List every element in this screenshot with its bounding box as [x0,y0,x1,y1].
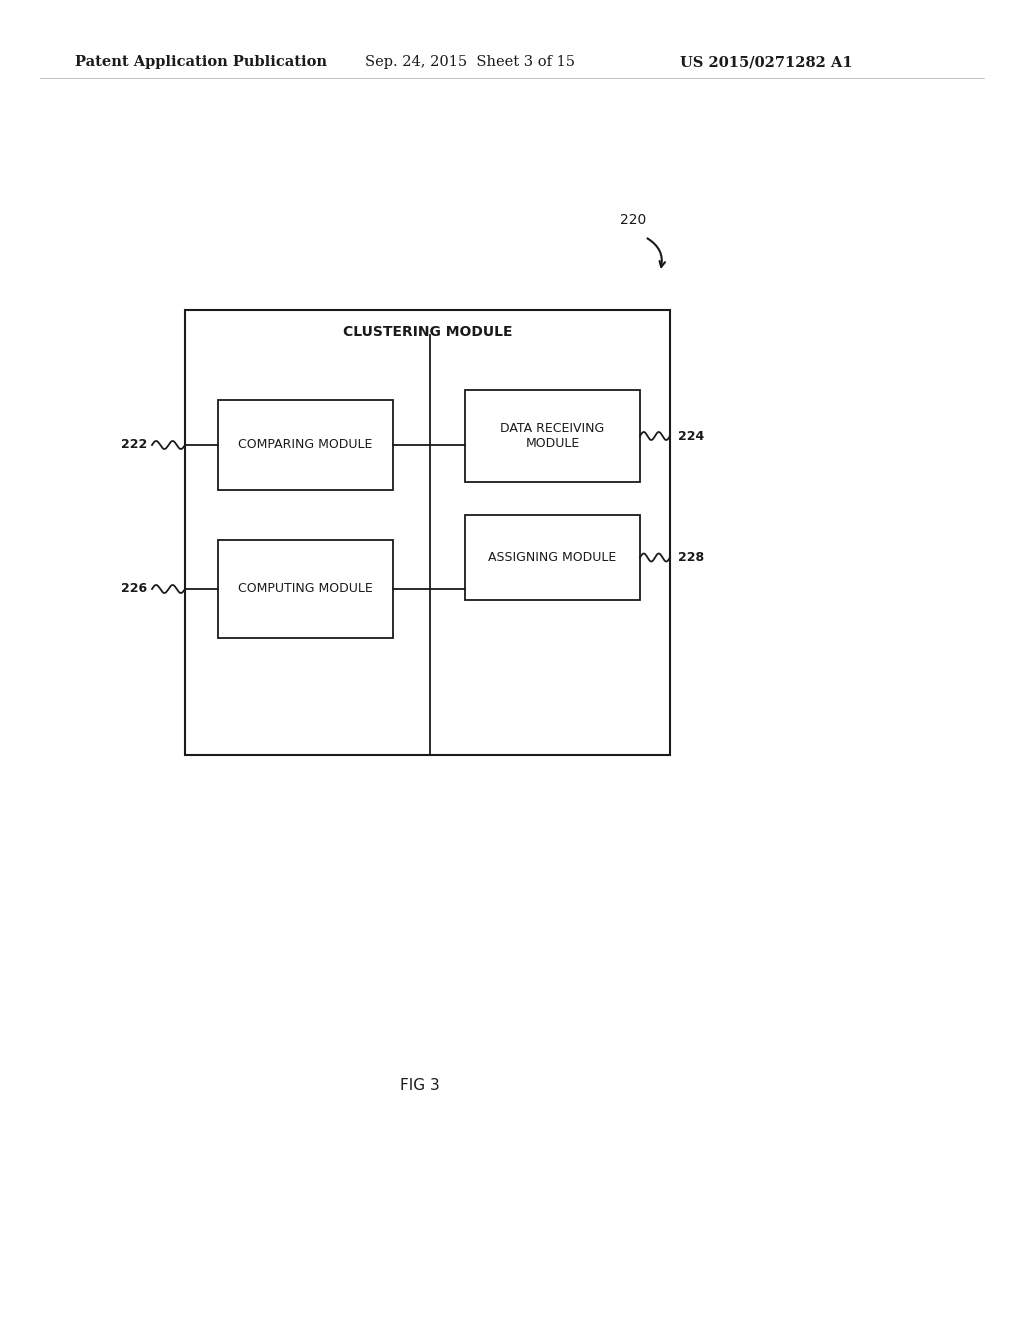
Bar [185,310,670,755]
Text: Patent Application Publication: Patent Application Publication [75,55,327,69]
Text: FIG 3: FIG 3 [400,1077,440,1093]
Bar [465,515,640,601]
Text: 222: 222 [121,438,147,451]
Text: COMPUTING MODULE: COMPUTING MODULE [239,582,373,595]
Text: 226: 226 [121,582,147,595]
Bar [218,400,393,490]
Text: Sep. 24, 2015  Sheet 3 of 15: Sep. 24, 2015 Sheet 3 of 15 [365,55,575,69]
Text: US 2015/0271282 A1: US 2015/0271282 A1 [680,55,853,69]
Text: 220: 220 [620,213,646,227]
Text: CLUSTERING MODULE: CLUSTERING MODULE [343,325,512,339]
Text: ASSIGNING MODULE: ASSIGNING MODULE [488,550,616,564]
Bar [465,389,640,482]
Bar [218,540,393,638]
Text: 224: 224 [678,429,705,442]
Text: DATA RECEIVING
MODULE: DATA RECEIVING MODULE [501,422,604,450]
Text: COMPARING MODULE: COMPARING MODULE [239,438,373,451]
Text: 228: 228 [678,550,705,564]
